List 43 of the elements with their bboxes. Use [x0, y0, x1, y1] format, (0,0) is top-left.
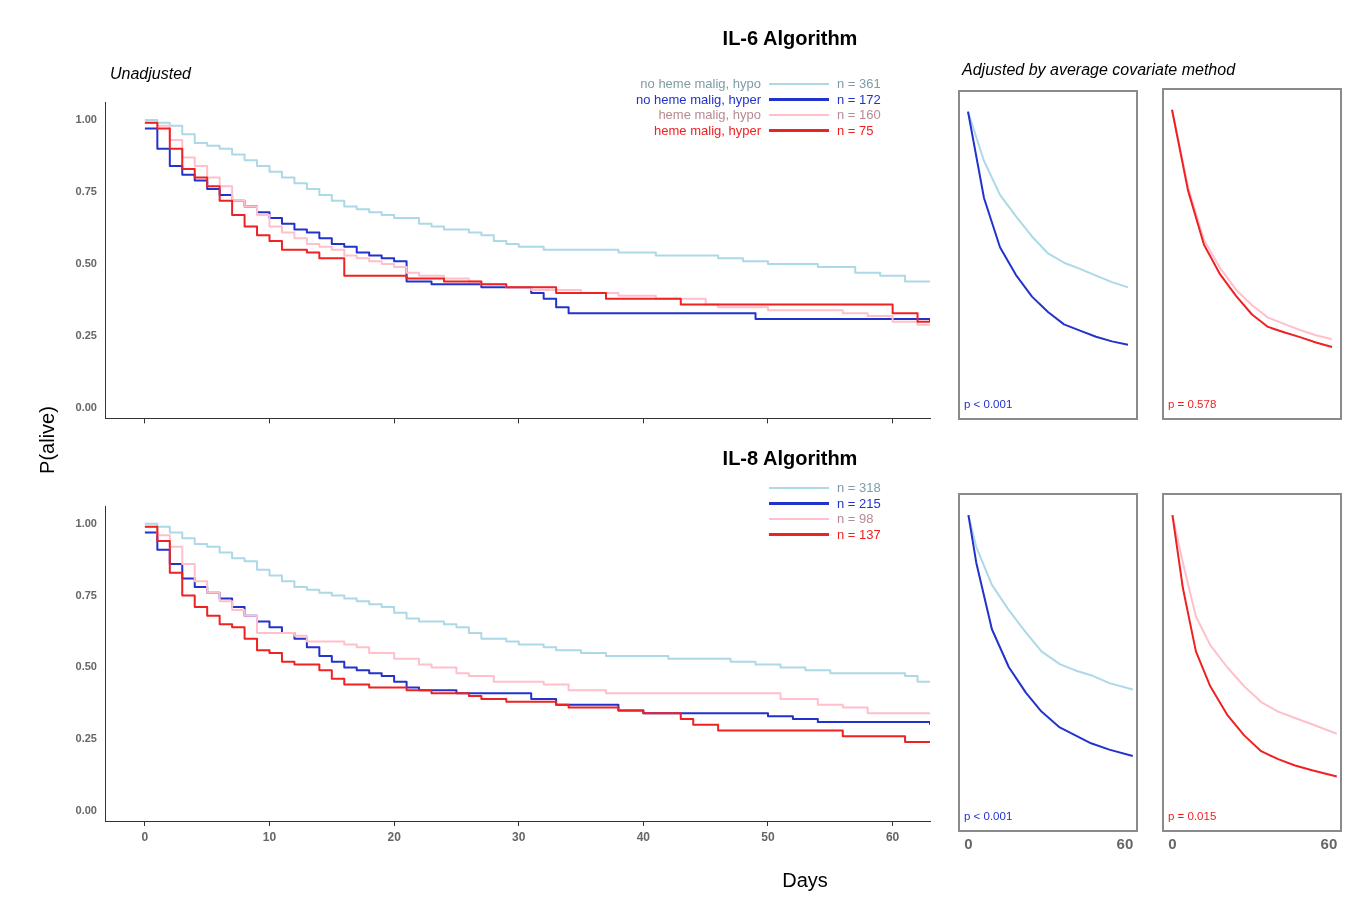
legend-label: heme malig, hypo	[658, 107, 761, 123]
x-tick-label: 60	[1116, 835, 1134, 853]
legend-label: n = 137	[837, 526, 882, 542]
legend-label: heme malig, hyper	[654, 122, 761, 138]
legend-label: n = 318	[837, 480, 882, 496]
annotation: p < 0.001	[964, 398, 1013, 410]
text: n = 361	[837, 76, 882, 92]
annotation: p = 0.015	[1168, 810, 1217, 822]
y-tick-label: 0.75	[75, 588, 97, 601]
legend-label: n = 98	[837, 511, 875, 527]
x-tick-label: 30	[512, 829, 526, 844]
annotation: p < 0.001	[964, 810, 1013, 822]
annotation: p = 0.578	[1168, 398, 1217, 410]
x-tick-label: 50	[761, 829, 775, 844]
y-tick-label: 0.00	[75, 401, 97, 414]
legend-label: n = 215	[837, 495, 882, 511]
x-tick-label: 60	[1320, 835, 1338, 853]
y-tick-label: 0.50	[75, 660, 97, 673]
y-tick-label: 0.50	[75, 257, 97, 270]
chart-subtitle: Adjusted by average covariate method	[962, 61, 1236, 79]
y-tick-label: 0.75	[75, 185, 97, 198]
legend-label: no heme malig, hyper	[635, 91, 761, 107]
annotation: n = 172	[837, 91, 882, 107]
chart-title: IL-6 Algorithm	[722, 26, 858, 50]
y-tick-label: 0.25	[75, 329, 97, 342]
x-tick-label: 40	[636, 829, 651, 844]
x-tick-label: 20	[387, 829, 402, 844]
x-tick-label: 0	[1168, 835, 1177, 853]
legend-label: no heme malig, hypo	[640, 76, 761, 92]
y-tick-label: 0.25	[75, 732, 97, 745]
x-tick-label: 60	[885, 829, 900, 844]
x-tick-label: 0	[964, 835, 973, 853]
chart-subtitle: Unadjusted	[110, 65, 191, 83]
annotation: n = 160	[837, 107, 882, 123]
y-axis-title: P(alive)	[35, 406, 59, 474]
y-tick-label: 1.00	[75, 516, 97, 529]
x-tick-label: 0	[141, 829, 149, 844]
y-tick-label: 0.00	[75, 803, 97, 816]
annotation: n = 75	[837, 122, 875, 138]
x-tick-label: 10	[262, 829, 277, 844]
x-axis-title: Days	[782, 868, 828, 892]
chart-title: IL-8 Algorithm	[722, 446, 858, 470]
y-tick-label: 1.00	[75, 112, 97, 125]
